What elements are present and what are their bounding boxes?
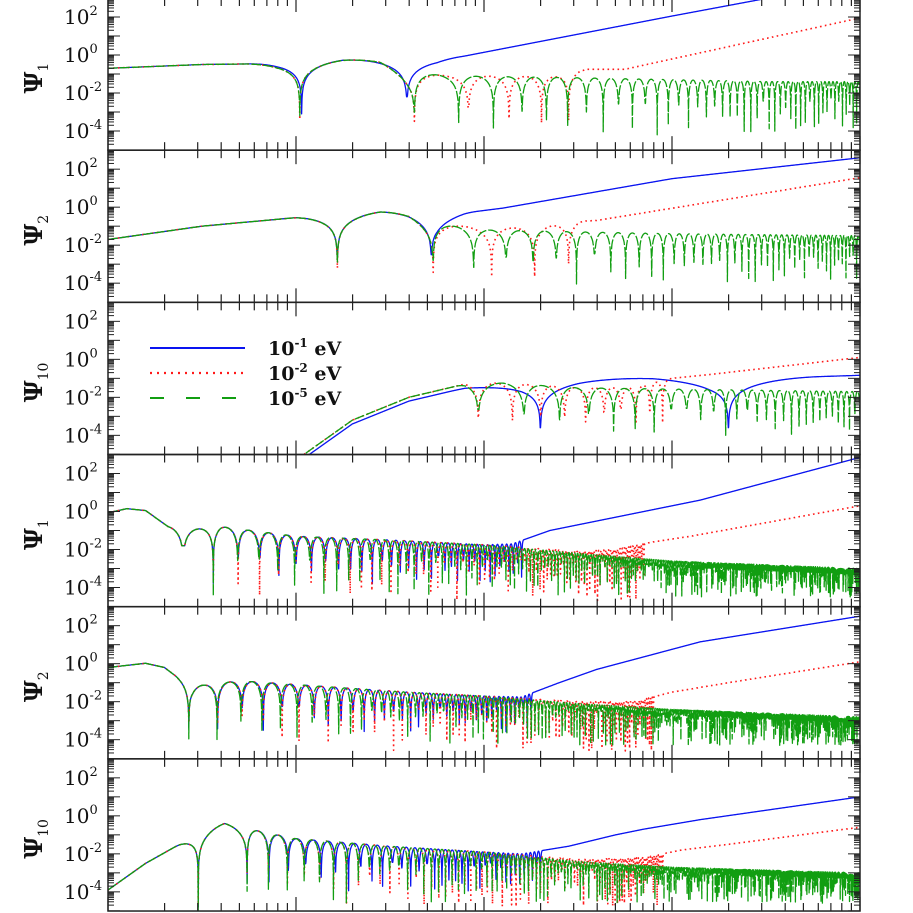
y-axis-label: Ψ10 [19,363,52,403]
y-tick-label: 10-2 [64,689,102,714]
y-tick-label: 102 [64,461,98,486]
y-tick-label: 10-4 [64,879,102,904]
series-line-green [108,508,860,598]
y-tick-label: 10-2 [64,537,102,562]
series-line-red [108,177,860,278]
series-group [108,796,860,912]
y-tick-label: 100 [64,42,98,67]
y-tick-label: 102 [64,308,98,333]
panels: 10210010-210-4Ψ110210010-210-4Ψ210210010… [19,0,861,912]
series-line-green [108,59,860,136]
panel-5: 102 100 10-2 10-4 Ψ2 [19,605,861,760]
series-line-blue [108,157,860,258]
series-group [108,456,860,602]
panel-4: 102 100 10-2 10-4 Ψ1 [19,453,861,608]
y-tick-label: 10-2 [64,80,102,105]
panel-frame [107,758,861,912]
series-group [108,0,860,136]
series-line-blue [108,796,860,908]
y-axis-label: Ψ10 [19,819,52,859]
series-line-red [108,17,860,124]
series-line-green [108,662,860,746]
series-group [108,157,860,285]
panel-frame [107,149,861,304]
y-tick-label: 10-2 [64,384,102,409]
y-tick-label: 10-4 [64,118,102,143]
y-axis-label: Ψ2 [19,671,52,702]
legend-label-blue: 10-1 eV [268,336,343,360]
y-tick-label: 10-2 [64,841,102,866]
series-line-green [108,211,860,285]
legend-label-red: 10-2 eV [268,361,343,385]
panel-frame [107,0,861,151]
y-tick-label: 10-4 [64,270,102,295]
y-tick-label: 102 [64,4,98,29]
y-axis-label: Ψ2 [19,215,52,246]
series-line-red [108,505,860,602]
series-line-red [108,822,860,908]
series-line-blue [108,0,762,115]
y-tick-label: 10-4 [64,727,102,752]
series-group [108,615,860,752]
y-tick-label: 100 [64,651,98,676]
panel-1: 102 100 10-2 10-4 Ψ1 [19,0,861,151]
series-group [302,356,860,455]
y-tick-label: 100 [64,803,98,828]
series-line-red [108,661,860,752]
y-tick-label: 10-2 [64,232,102,257]
panel-3: 102 100 10-2 10-4 Ψ10 [19,301,861,456]
legend: 10-1 eV 10-2 eV 10-5 eV [150,336,343,410]
y-tick-label: 100 [64,346,98,371]
y-axis-label: Ψ1 [19,519,52,550]
series-line-green [302,382,860,455]
y-axis-label: Ψ1 [19,63,52,94]
series-line-blue [308,374,860,455]
y-tick-label: 102 [64,613,98,638]
y-tick-label: 10-4 [64,422,102,447]
y-tick-label: 100 [64,194,98,219]
panel-2: 102 100 10-2 10-4 Ψ2 [19,149,861,304]
panel-frame [107,301,861,456]
legend-label-green: 10-5 eV [268,386,343,410]
y-tick-label: 100 [64,499,98,524]
y-tick-label: 102 [64,765,98,790]
y-tick-label: 10-4 [64,575,102,600]
y-tick-label: 102 [64,156,98,181]
panel-6: 102 100 10-2 10-4 Ψ10 [19,758,861,912]
series-line-green [108,822,860,912]
